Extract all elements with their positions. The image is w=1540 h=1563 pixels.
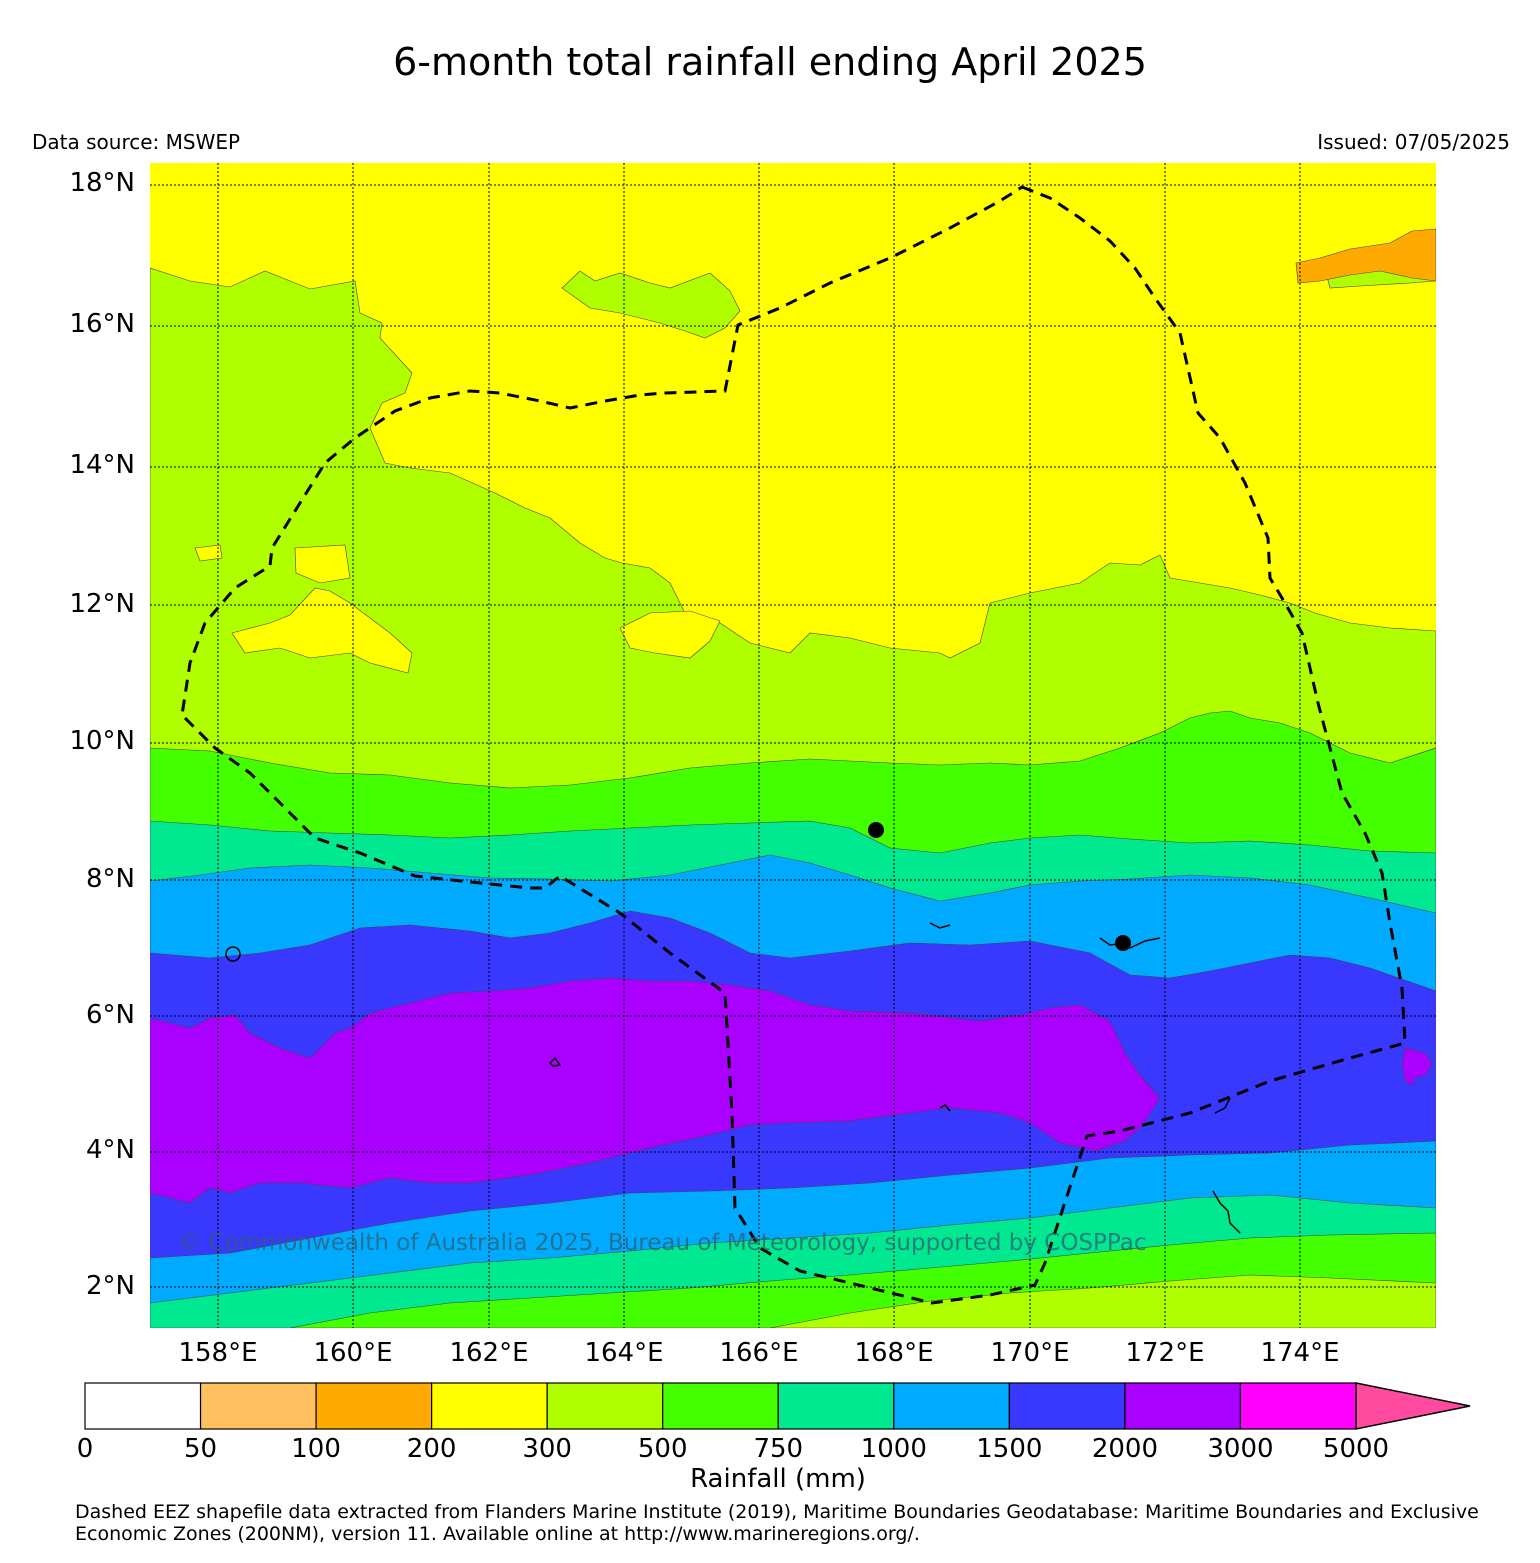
- colorbar-extend-arrow: [1355, 1382, 1471, 1430]
- lon-label-170e: 170°E: [990, 1338, 1070, 1368]
- colorbar-cell: [1008, 1382, 1126, 1430]
- band-100-200: [1295, 228, 1436, 284]
- island-marker-west: [868, 822, 884, 838]
- colorbar-title: Rainfall (mm): [690, 1464, 866, 1494]
- eez-footnote: Dashed EEZ shapefile data extracted from…: [75, 1501, 1479, 1545]
- lat-label-10n: 10°N: [69, 726, 135, 756]
- lon-label-168e: 168°E: [854, 1338, 934, 1368]
- island-marker-east: [1115, 935, 1131, 951]
- colorbar-tick-label: 1500: [976, 1434, 1043, 1464]
- eez-boundary: [180, 185, 1407, 1305]
- colorbar-tick-label: 100: [291, 1434, 341, 1464]
- colorbar-cell: [1124, 1382, 1242, 1430]
- band-200-300-pocket-3: [619, 610, 721, 659]
- lat-label-4n: 4°N: [86, 1135, 135, 1165]
- lat-label-12n: 12°N: [69, 589, 135, 619]
- colorbar-cell: [431, 1382, 548, 1430]
- colorbar-tick-label: 300: [522, 1434, 572, 1464]
- lat-label-16n: 16°N: [69, 309, 135, 339]
- colorbar-cell: [315, 1382, 433, 1430]
- colorbar-tick-label: 5000: [1322, 1434, 1390, 1464]
- band-200-300-pocket-4: [194, 544, 223, 562]
- band-200-300-pocket-2: [231, 587, 413, 674]
- lat-label-6n: 6°N: [86, 1000, 135, 1030]
- lon-label-158e: 158°E: [178, 1338, 258, 1368]
- lon-label-164e: 164°E: [584, 1338, 664, 1368]
- island-outlines: [225, 922, 1241, 1234]
- colorbar-cell: [777, 1382, 895, 1430]
- colorbar-tick-label: 0: [76, 1434, 94, 1464]
- band-2000-3000-east-blob: [1401, 1047, 1433, 1086]
- data-source-label: Data source: MSWEP: [32, 130, 241, 154]
- rainfall-map-svg: © Commonwealth of Australia 2025, Bureau…: [150, 163, 1436, 1328]
- colorbar-tick-label: 3000: [1207, 1434, 1274, 1464]
- colorbar-cell: [662, 1382, 779, 1430]
- band-300-500-south: [769, 1274, 1436, 1328]
- issued-date-label: Issued: 07/05/2025: [1317, 130, 1510, 154]
- lat-label-2n: 2°N: [86, 1271, 135, 1301]
- band-300-500-island-1: [561, 270, 741, 339]
- colorbar: [84, 1382, 1471, 1430]
- colorbar-tick-label: 200: [406, 1434, 457, 1464]
- colorbar-tick-label: 2000: [1091, 1434, 1158, 1464]
- colorbar-tick-label: 50: [183, 1434, 218, 1464]
- copyright-watermark: © Commonwealth of Australia 2025, Bureau…: [178, 1230, 1147, 1256]
- colorbar-tick-label: 1000: [860, 1434, 927, 1464]
- colorbar-cell: [1239, 1382, 1357, 1430]
- rainfall-map: © Commonwealth of Australia 2025, Bureau…: [150, 163, 1436, 1328]
- band-2000-3000: [150, 977, 1161, 1204]
- colorbar-tick-label: 500: [637, 1434, 688, 1464]
- colorbar-cell: [893, 1382, 1010, 1430]
- lat-label-18n: 18°N: [69, 168, 135, 198]
- lon-label-160e: 160°E: [313, 1338, 393, 1368]
- lat-label-14n: 14°N: [69, 450, 135, 480]
- lat-label-8n: 8°N: [86, 864, 135, 894]
- colorbar-cell: [546, 1382, 664, 1430]
- colorbar-tick-label: 750: [753, 1434, 804, 1464]
- band-200-300-pocket-1: [294, 544, 351, 584]
- map-title: 6-month total rainfall ending April 2025: [393, 40, 1147, 84]
- lon-label-172e: 172°E: [1125, 1338, 1205, 1368]
- lon-label-174e: 174°E: [1260, 1338, 1340, 1368]
- colorbar-cell: [84, 1382, 202, 1430]
- lon-label-166e: 166°E: [719, 1338, 799, 1368]
- colorbar-cell: [199, 1382, 317, 1430]
- lon-label-162e: 162°E: [449, 1338, 529, 1368]
